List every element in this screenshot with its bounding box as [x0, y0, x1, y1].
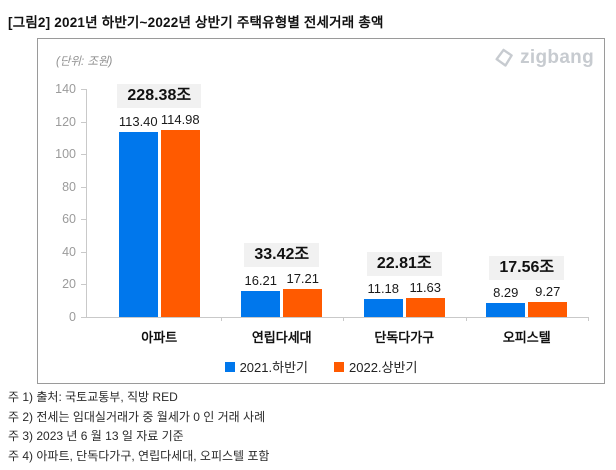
y-tick-label: 20 [62, 277, 76, 292]
bar [160, 129, 200, 317]
y-tick-label: 120 [55, 114, 76, 129]
bar [283, 288, 323, 317]
chart-box: (단위: 조원) zigbang 0 20 40 60 80 100 120 140 113.4… [37, 38, 605, 384]
y-tick-mark [81, 251, 86, 253]
group-total-value: 22.81조 [366, 252, 442, 277]
group-total-label: 33.42조 [221, 242, 343, 267]
y-tick-mark [81, 89, 86, 90]
unit-label: (단위: 조원) [56, 56, 113, 68]
bar-value-label: 113.40 [118, 114, 158, 130]
bar-value-label: 11.63 [409, 280, 442, 296]
legend-label-2022-h1: 2022.상반기 [349, 360, 418, 375]
y-tick-label: 0 [69, 310, 76, 324]
x-tick-mark [220, 317, 222, 321]
y-tick-mark [81, 186, 86, 188]
y-tick-mark [81, 154, 86, 156]
legend-item-2022-h1: 2022.상반기 [334, 357, 417, 376]
bar [405, 298, 445, 317]
bar-value-label: 16.21 [244, 272, 278, 288]
group-total-value: 17.56조 [489, 255, 565, 280]
legend-swatch-2021-h2 [224, 361, 235, 372]
x-axis-line [86, 317, 588, 318]
y-tick-label: 100 [55, 147, 76, 162]
figure-title: [그림2] 2021년 하반기~2022년 상반기 주택유형별 전세거래 총액 [8, 15, 384, 30]
y-tick-label: 60 [62, 212, 76, 227]
y-tick-mark [81, 317, 86, 318]
zigbang-logo-text: zigbang [520, 47, 594, 68]
bar-value-label: 17.21 [286, 270, 320, 286]
bar [241, 290, 281, 317]
group-total-label: 228.38조 [98, 83, 220, 108]
zigbang-logo: zigbang [493, 47, 594, 69]
category-label: 아파트 [141, 330, 178, 345]
y-tick-label: 140 [55, 82, 76, 96]
y-tick-label: 80 [62, 179, 76, 194]
legend-label-2021-h2: 2021.하반기 [239, 360, 308, 375]
footnotes: 주 1) 출처: 국토교통부, 직방 RED 주 2) 전세는 임대실거래가 중… [8, 388, 269, 466]
footnote-line-4: 주 4) 아파트, 단독다가구, 연립다세대, 오피스텔 포함 [8, 448, 270, 463]
category-label: 연립다세대 [251, 330, 312, 345]
group-total-value: 33.42조 [244, 242, 320, 267]
bar-value-label: 9.27 [535, 283, 561, 299]
bar [528, 301, 568, 317]
bar [118, 132, 158, 317]
y-axis-line [86, 89, 87, 318]
x-tick-mark [465, 317, 467, 321]
group-total-value: 228.38조 [117, 83, 202, 108]
y-tick-mark [81, 219, 86, 221]
group-total-label: 17.56조 [466, 255, 588, 280]
bar-value-label: 11.18 [367, 280, 400, 296]
y-tick-label: 40 [62, 244, 76, 259]
group-total-label: 22.81조 [343, 252, 465, 277]
bar-value-label: 8.29 [493, 285, 519, 301]
zigbang-logo-icon [495, 48, 513, 67]
y-tick-mark [81, 284, 86, 286]
chart-legend: 2021.하반기 2022.상반기 [38, 357, 604, 376]
bar-value-label: 114.98 [160, 111, 200, 127]
legend-swatch-2022-h1 [334, 361, 344, 372]
x-tick-mark [588, 317, 589, 321]
bar [486, 303, 526, 317]
y-tick-mark [81, 121, 86, 123]
x-tick-mark [343, 317, 344, 321]
footnote-line-3: 주 3) 2023 년 6 월 13 일 자료 기준 [8, 429, 184, 443]
bar [363, 298, 403, 317]
legend-item-2021-h2: 2021.하반기 [224, 357, 308, 376]
footnote-line-1: 주 1) 출처: 국토교통부, 직방 RED [8, 390, 178, 404]
footnote-line-2: 주 2) 전세는 임대실거래가 중 월세가 0 인 거래 사례 [8, 409, 266, 424]
category-label: 단독다가구 [374, 330, 435, 345]
category-label: 오피스텔 [502, 330, 551, 345]
